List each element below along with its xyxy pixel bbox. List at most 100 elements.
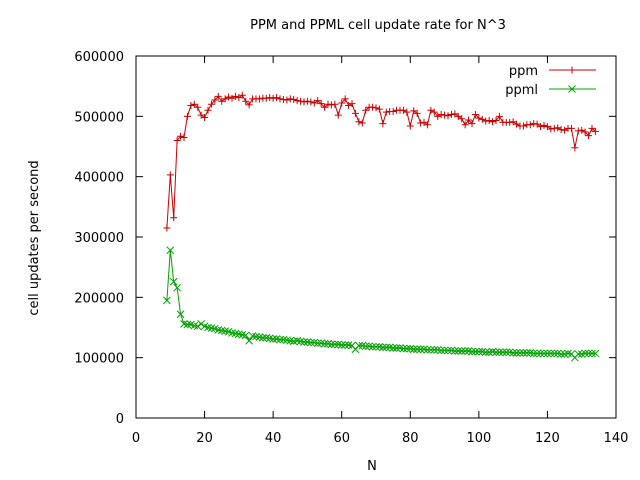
data-point-ppml bbox=[300, 338, 308, 346]
data-point-ppml bbox=[523, 348, 531, 357]
data-point-ppml bbox=[519, 348, 528, 357]
data-point-ppm bbox=[331, 100, 339, 108]
data-point-ppm bbox=[588, 124, 596, 132]
data-point-ppm bbox=[255, 95, 263, 103]
data-point-ppml bbox=[245, 336, 253, 345]
y-tick-label: 500000 bbox=[74, 110, 124, 125]
data-point-ppm bbox=[571, 144, 579, 152]
data-point-ppml bbox=[173, 283, 181, 292]
data-point-ppm bbox=[485, 117, 493, 125]
series-ppml bbox=[163, 246, 600, 362]
data-point-ppml bbox=[516, 348, 524, 357]
data-point-ppm bbox=[201, 114, 209, 122]
data-point-ppml bbox=[327, 340, 336, 349]
data-point-ppml bbox=[403, 344, 411, 353]
data-point-ppm bbox=[540, 121, 548, 129]
data-point-ppm bbox=[207, 100, 215, 108]
data-point-ppm bbox=[519, 122, 527, 130]
x-tick-label: 60 bbox=[333, 431, 350, 446]
data-point-ppml bbox=[331, 340, 339, 349]
legend-label-ppml: ppml bbox=[505, 83, 538, 98]
data-point-ppm bbox=[482, 117, 490, 125]
data-point-ppm bbox=[461, 121, 469, 129]
data-point-ppml bbox=[241, 331, 250, 340]
data-point-ppml bbox=[389, 344, 397, 352]
data-point-ppm bbox=[228, 94, 236, 102]
data-point-ppml bbox=[440, 346, 449, 355]
data-point-ppm bbox=[441, 111, 449, 119]
data-point-ppm bbox=[447, 111, 455, 119]
data-point-ppm bbox=[341, 95, 349, 103]
y-tick-label: 600000 bbox=[74, 50, 124, 65]
data-point-ppm bbox=[379, 120, 387, 128]
data-point-ppm bbox=[382, 108, 390, 116]
data-point-ppml bbox=[461, 347, 469, 355]
data-point-ppml bbox=[574, 350, 583, 358]
data-point-ppml bbox=[536, 349, 545, 358]
y-tick-label: 400000 bbox=[74, 171, 124, 186]
y-tick-label: 300000 bbox=[74, 231, 124, 246]
data-point-ppm bbox=[389, 108, 397, 116]
axes: 0 20 40 60 80 100 120 140 0 100000 200000 300000 400… bbox=[74, 50, 628, 446]
data-point-ppm bbox=[585, 132, 593, 140]
data-point-ppm bbox=[513, 120, 521, 128]
data-point-ppm bbox=[348, 100, 356, 108]
x-tick-label: 20 bbox=[196, 431, 213, 446]
data-point-ppml bbox=[543, 349, 552, 358]
y-tick-label: 100000 bbox=[74, 352, 124, 367]
data-point-ppml bbox=[372, 342, 380, 351]
data-point-ppm bbox=[406, 122, 414, 130]
data-point-ppm bbox=[475, 114, 483, 122]
data-point-ppm bbox=[163, 224, 171, 232]
x-axis-label: N bbox=[367, 459, 377, 474]
data-point-ppm bbox=[362, 106, 370, 114]
data-point-ppm bbox=[266, 94, 274, 102]
data-point-ppm bbox=[297, 97, 305, 105]
data-point-ppm bbox=[190, 100, 198, 108]
data-point-ppm bbox=[358, 119, 366, 127]
data-point-ppml bbox=[183, 320, 192, 329]
data-point-ppm bbox=[547, 125, 555, 133]
data-point-ppml bbox=[169, 277, 178, 286]
y-tick-label: 200000 bbox=[74, 291, 124, 306]
data-point-ppm bbox=[177, 132, 185, 140]
data-point-ppm bbox=[530, 120, 538, 128]
data-point-ppml bbox=[399, 344, 408, 353]
data-point-ppml bbox=[588, 349, 596, 358]
data-point-ppml bbox=[269, 335, 277, 343]
data-point-ppm bbox=[444, 112, 452, 120]
data-point-ppm bbox=[468, 120, 476, 128]
data-point-ppml bbox=[337, 341, 346, 349]
data-point-ppml bbox=[379, 343, 387, 352]
data-point-ppml bbox=[481, 348, 490, 357]
data-point-ppml bbox=[368, 342, 377, 351]
x-tick-label: 80 bbox=[402, 431, 419, 446]
data-point-ppm bbox=[465, 116, 473, 124]
data-point-ppml bbox=[416, 345, 425, 354]
data-point-ppm bbox=[526, 121, 534, 129]
data-point-ppm bbox=[399, 106, 407, 114]
data-point-ppml bbox=[533, 349, 541, 358]
data-point-ppml bbox=[495, 348, 504, 357]
data-point-ppml bbox=[355, 341, 363, 350]
data-point-ppm bbox=[183, 112, 191, 120]
data-point-ppm bbox=[413, 109, 421, 117]
data-point-ppm bbox=[557, 126, 565, 134]
data-point-ppm bbox=[211, 96, 219, 104]
data-point-ppml bbox=[307, 338, 315, 347]
data-point-ppm bbox=[173, 136, 181, 144]
chart-title: PPM and PPML cell update rate for N^3 bbox=[250, 18, 506, 33]
x-tick-label: 0 bbox=[132, 431, 140, 446]
data-point-ppm bbox=[321, 103, 329, 111]
data-point-ppml bbox=[166, 246, 175, 255]
data-point-ppm bbox=[458, 115, 466, 123]
data-point-ppm bbox=[345, 101, 353, 109]
data-point-ppml bbox=[392, 344, 401, 352]
data-point-ppm bbox=[303, 97, 311, 105]
data-point-ppml bbox=[313, 339, 322, 348]
data-point-ppml bbox=[409, 345, 418, 354]
data-point-ppml bbox=[444, 346, 452, 355]
data-point-ppm bbox=[561, 126, 569, 134]
data-point-ppml bbox=[176, 310, 185, 319]
